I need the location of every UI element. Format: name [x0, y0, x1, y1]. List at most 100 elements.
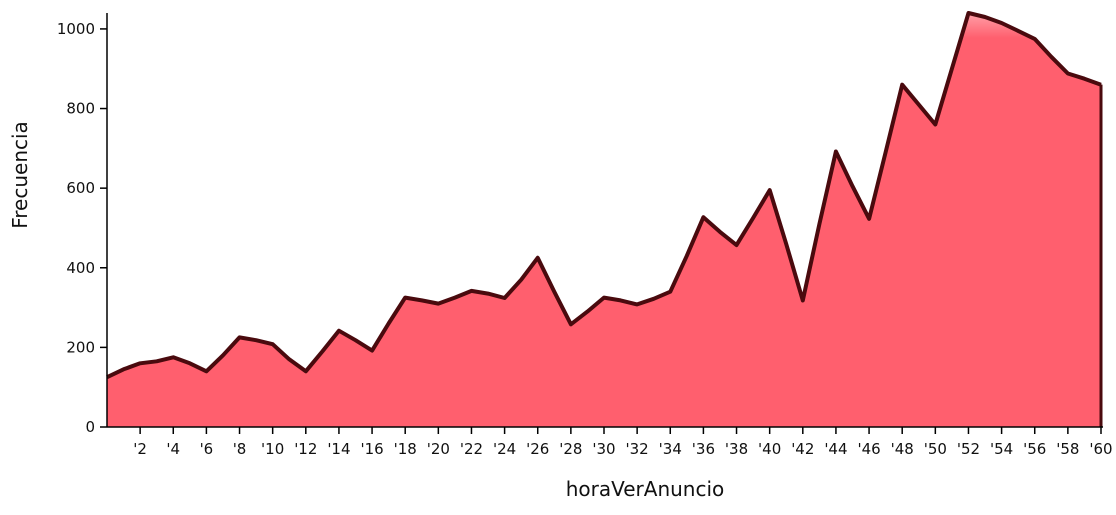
data-point — [669, 291, 671, 293]
data-point — [984, 16, 986, 18]
data-point — [288, 358, 290, 360]
data-point — [1100, 84, 1102, 86]
data-point — [620, 299, 622, 301]
x-tick-label: '14 — [327, 440, 350, 458]
data-point — [255, 339, 257, 341]
data-point — [1034, 38, 1036, 40]
data-point — [901, 84, 903, 86]
y-axis-title: Frecuencia — [8, 121, 32, 229]
x-tick-label: '16 — [360, 440, 383, 458]
data-point — [123, 368, 125, 370]
data-point — [437, 303, 439, 305]
data-point — [222, 354, 224, 356]
data-point — [321, 350, 323, 352]
data-point — [934, 123, 936, 125]
data-point — [537, 257, 539, 259]
x-tick-label: '8 — [233, 440, 247, 458]
x-tick-label: '44 — [824, 440, 847, 458]
data-point — [189, 362, 191, 364]
data-point — [653, 298, 655, 300]
x-tick-label: '36 — [692, 440, 715, 458]
x-tick-label: '24 — [493, 440, 516, 458]
x-axis-title: horaVerAnuncio — [566, 477, 725, 501]
x-tick-label: '46 — [857, 440, 880, 458]
y-tick-label: 200 — [66, 338, 95, 356]
data-point — [421, 299, 423, 301]
data-point — [1050, 56, 1052, 58]
x-tick-label: '18 — [394, 440, 417, 458]
x-tick-label: '54 — [990, 440, 1013, 458]
data-point — [470, 290, 472, 292]
data-point — [570, 323, 572, 325]
data-point — [205, 370, 207, 372]
data-point — [388, 323, 390, 324]
x-tick-label: '32 — [626, 440, 649, 458]
x-tick-label: '28 — [559, 440, 582, 458]
x-tick-label: '42 — [791, 440, 814, 458]
data-point — [454, 297, 456, 299]
data-point — [818, 223, 820, 225]
data-point — [338, 330, 340, 332]
y-tick-label: 400 — [66, 259, 95, 277]
data-point — [719, 231, 721, 233]
y-tick-label: 600 — [66, 179, 95, 197]
data-point — [371, 350, 373, 352]
data-point — [139, 362, 141, 364]
x-tick-label: '34 — [659, 440, 682, 458]
data-point — [702, 216, 704, 218]
data-point — [487, 293, 489, 295]
data-point — [769, 189, 771, 191]
data-point — [1017, 30, 1019, 32]
x-tick-label: '6 — [200, 440, 214, 458]
data-point — [272, 343, 274, 345]
area-fill — [107, 13, 1101, 427]
data-point — [305, 370, 307, 372]
data-point — [852, 185, 853, 187]
x-tick-label: '52 — [957, 440, 980, 458]
x-tick-label: '2 — [133, 440, 147, 458]
data-point — [785, 243, 787, 245]
plot-area — [106, 11, 1103, 427]
x-tick-label: '4 — [166, 440, 180, 458]
data-point — [355, 339, 356, 341]
y-tick-label: 1000 — [57, 20, 95, 38]
x-tick-label: '10 — [261, 440, 284, 458]
data-point — [752, 217, 754, 219]
data-point — [636, 303, 638, 305]
x-tick-label: '30 — [592, 440, 615, 458]
x-axis-ticks: '2 '4 '6 '8 '10 '12 '14 '16 '18 '20 '22 '24 '26 '28 '3… — [133, 427, 1113, 458]
x-tick-label: '12 — [294, 440, 317, 458]
y-tick-label: 800 — [66, 100, 95, 118]
data-point — [520, 279, 522, 281]
data-point — [951, 68, 953, 70]
data-point — [918, 104, 920, 106]
data-point — [603, 297, 605, 299]
x-tick-label: '22 — [460, 440, 483, 458]
x-tick-label: '26 — [526, 440, 549, 458]
x-tick-label: '48 — [891, 440, 914, 458]
data-point — [736, 244, 738, 246]
y-tick-label: 0 — [85, 418, 95, 436]
data-point — [553, 291, 555, 293]
data-point — [868, 218, 870, 220]
y-axis-ticks: 0 200 400 600 800 1000 — [57, 20, 107, 436]
data-point — [404, 297, 406, 299]
x-tick-label: '58 — [1056, 440, 1079, 458]
x-tick-label: '60 — [1089, 440, 1112, 458]
data-point — [835, 151, 837, 153]
x-tick-label: '56 — [1023, 440, 1046, 458]
x-tick-label: '50 — [924, 440, 947, 458]
data-point — [802, 299, 804, 301]
data-point — [239, 336, 241, 338]
data-point — [885, 151, 887, 153]
data-point — [967, 12, 969, 14]
data-point — [172, 356, 174, 358]
data-point — [504, 297, 506, 299]
data-point — [1083, 78, 1085, 80]
x-tick-label: '38 — [725, 440, 748, 458]
data-point — [1001, 22, 1003, 24]
data-point — [686, 255, 688, 257]
x-tick-label: '40 — [758, 440, 781, 458]
x-tick-label: '20 — [427, 440, 450, 458]
